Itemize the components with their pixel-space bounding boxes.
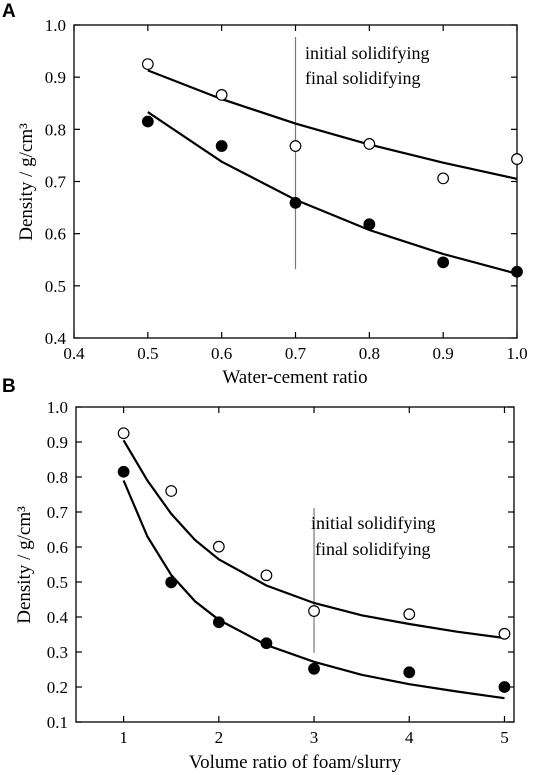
panel-b-legend-final: final solidifying — [315, 539, 431, 559]
data-point-final — [308, 662, 320, 675]
panel-b-legend-initial: initial solidifying — [311, 513, 436, 533]
panel-a-label: A — [2, 1, 16, 22]
data-point-initial — [117, 427, 130, 440]
y-tick-label: 0.9 — [45, 68, 66, 87]
panel-a-x-axis-title: Water-cement ratio — [222, 367, 367, 388]
data-point-final — [511, 265, 523, 278]
y-tick-label: 0.8 — [45, 120, 66, 139]
panel-b-chart: B 1 2 3 4 5 0.1 0.2 0.3 0.4 0.5 0.6 0.7 0.8 0.9 1.0 in… — [2, 376, 515, 773]
fit-curve-initial — [147, 69, 518, 180]
x-tick-label: 2 — [215, 728, 224, 747]
panel-a-legend-initial: initial solidifying — [305, 43, 430, 63]
data-point-final — [498, 681, 511, 693]
x-tick-label: 0.6 — [211, 344, 232, 363]
x-tick-label: 3 — [310, 728, 319, 747]
panel-a-axes: 0.4 0.5 0.6 0.7 0.8 0.9 1.0 0.4 0.5 0.6 0.7 0.8 0.9 1… — [45, 16, 528, 363]
y-tick-label: 0.8 — [47, 468, 68, 487]
y-tick-label: 0.2 — [47, 678, 68, 697]
data-point-final — [215, 140, 228, 152]
data-point-initial — [363, 138, 376, 150]
data-point-final — [260, 637, 273, 650]
data-point-final — [212, 616, 225, 629]
panel-a-chart: A 0.4 0.5 0.6 0.7 0.8 0.9 1.00.40.50.60.70.80.… — [2, 1, 528, 388]
data-point-initial — [403, 608, 416, 621]
data-point-initial — [212, 540, 225, 553]
y-tick-label: 0.7 — [45, 173, 67, 192]
panel-b-y-axis-title: Density / g/cm³ — [14, 506, 35, 624]
panel-a-fit-curves — [147, 69, 518, 275]
x-tick-label: 0.9 — [433, 344, 454, 363]
data-point-initial — [260, 569, 273, 582]
data-point-final — [165, 576, 178, 589]
y-tick-label: 0.4 — [47, 608, 69, 627]
y-tick-label: 1.0 — [45, 16, 66, 35]
data-point-final — [141, 115, 154, 128]
fit-curve-initial — [122, 439, 505, 640]
data-point-final — [117, 465, 130, 478]
x-tick-label: 0.8 — [359, 344, 380, 363]
y-tick-label: 0.1 — [47, 713, 68, 732]
data-point-initial — [308, 605, 320, 617]
x-tick-label: 0.5 — [137, 344, 158, 363]
data-point-final — [403, 666, 416, 679]
panel-b-x-axis-title: Volume ratio of foam/slurry — [189, 752, 402, 773]
data-point-final — [289, 196, 302, 209]
y-tick-label: 0.3 — [47, 643, 68, 662]
panel-a-y-axis-title: Density / g/cm³ — [16, 123, 37, 241]
x-tick-label: 1.0 — [506, 344, 527, 363]
data-point-initial — [165, 485, 178, 497]
x-tick-label: 0.7 — [285, 344, 307, 363]
y-tick-label: 0.4 — [45, 329, 67, 348]
panel-b-data-points — [117, 427, 511, 693]
x-tick-label: 1 — [119, 728, 128, 747]
y-tick-label: 1.0 — [47, 398, 68, 417]
data-point-initial — [437, 172, 450, 185]
x-tick-label: 0.4 — [63, 344, 85, 363]
data-point-initial — [511, 153, 523, 165]
data-point-initial — [289, 140, 302, 152]
y-tick-label: 0.9 — [47, 433, 68, 452]
fit-curve-final — [147, 111, 518, 275]
x-tick-label: 5 — [500, 728, 509, 747]
y-tick-label: 0.6 — [47, 538, 68, 557]
data-point-initial — [215, 89, 228, 101]
panel-a-legend-final: final solidifying — [305, 68, 421, 88]
data-point-final — [437, 256, 450, 269]
panel-a-data-points — [141, 58, 523, 278]
x-tick-label: 4 — [405, 728, 414, 747]
y-tick-label: 0.5 — [45, 277, 66, 296]
panel-b-axes: 1 2 3 4 5 0.1 0.2 0.3 0.4 0.5 0.6 0.7 0.8 0.9 1.0 — [47, 398, 514, 747]
data-point-initial — [141, 58, 154, 71]
data-point-initial — [498, 627, 511, 640]
panel-b-label: B — [2, 376, 16, 397]
y-tick-label: 0.7 — [47, 503, 69, 522]
data-point-final — [363, 218, 376, 231]
y-tick-label: 0.6 — [45, 225, 66, 244]
panel-b-frame — [75, 406, 515, 723]
y-tick-label: 0.5 — [47, 573, 68, 592]
